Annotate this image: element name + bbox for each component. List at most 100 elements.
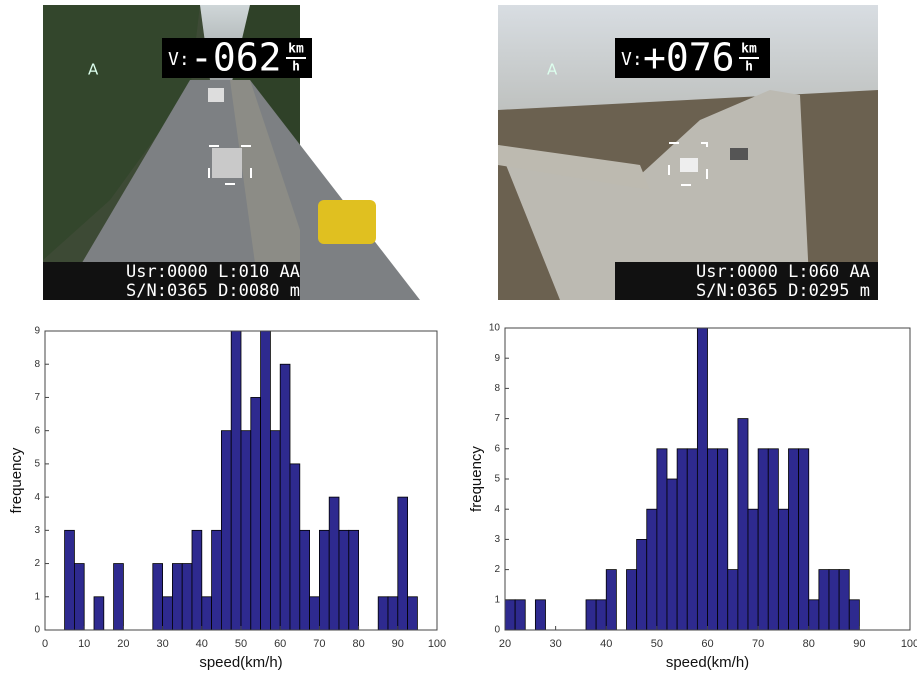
bar (251, 397, 261, 630)
y-tick-label: 5 (34, 459, 40, 470)
x-tick-label: 70 (313, 638, 325, 650)
bar (388, 597, 398, 630)
x-axis-label: speed(km/h) (666, 654, 749, 671)
bar (778, 509, 788, 630)
bar (789, 449, 799, 630)
y-axis-label: frequency (8, 447, 25, 513)
bar (768, 449, 778, 630)
bar (748, 509, 758, 630)
bar (94, 597, 104, 630)
bar (163, 597, 173, 630)
bar (667, 479, 677, 630)
x-tick-label: 50 (235, 638, 247, 650)
status-line: S/N:0365 D:0295 m (696, 281, 870, 301)
bar (677, 449, 687, 630)
y-tick-label: 10 (489, 323, 501, 334)
y-tick-label: 4 (34, 492, 40, 503)
speed-reading: -062 (190, 36, 282, 80)
speed-unit: km (288, 42, 304, 57)
x-tick-label: 100 (901, 638, 917, 650)
x-tick-label: 60 (701, 638, 713, 650)
y-tick-label: 1 (494, 594, 500, 605)
bar (637, 539, 647, 630)
speed-reading: +076 (643, 36, 735, 80)
bar (829, 570, 839, 630)
bar (261, 331, 271, 630)
x-tick-label: 30 (550, 638, 562, 650)
y-tick-label: 0 (494, 625, 500, 636)
bar (819, 570, 829, 630)
y-tick-label: 5 (494, 474, 500, 485)
y-tick-label: 2 (494, 564, 500, 575)
x-axis-label: speed(km/h) (199, 654, 282, 671)
x-tick-label: 80 (352, 638, 364, 650)
bar (657, 449, 667, 630)
x-tick-label: 100 (428, 638, 446, 650)
x-tick-label: 40 (600, 638, 612, 650)
bar (398, 497, 408, 630)
status-line: Usr:0000 L:010 AA (126, 262, 300, 282)
x-tick-label: 20 (499, 638, 511, 650)
x-tick-label: 60 (274, 638, 286, 650)
x-tick-label: 70 (752, 638, 764, 650)
x-tick-label: 90 (392, 638, 404, 650)
bar (738, 419, 748, 630)
bar (809, 600, 819, 630)
bar (758, 449, 768, 630)
bar (535, 600, 545, 630)
bar (231, 331, 241, 630)
bar (221, 431, 231, 630)
bar (728, 570, 738, 630)
y-tick-label: 1 (34, 591, 40, 602)
bar (799, 449, 809, 630)
figure-canvas: V:-062kmhAUsr:0000 L:010 AAS/N:0365 D:00… (0, 0, 917, 678)
speed-unit: km (741, 42, 757, 57)
bar (280, 364, 290, 630)
bar (515, 600, 525, 630)
bar (290, 464, 300, 630)
bar (153, 564, 163, 630)
lane-label: A (547, 61, 558, 79)
bar (212, 530, 222, 630)
y-tick-label: 2 (34, 558, 40, 569)
status-line: S/N:0365 D:0080 m (126, 281, 300, 301)
bar (310, 597, 320, 630)
speed-prefix: V: (168, 49, 190, 70)
bar (65, 530, 75, 630)
bar (319, 530, 329, 630)
speed-unit: h (292, 60, 300, 75)
bar (408, 597, 418, 630)
bar (586, 600, 596, 630)
bar (718, 449, 728, 630)
bar (687, 449, 697, 630)
speed-unit: h (745, 60, 753, 75)
speed-prefix: V: (621, 49, 643, 70)
x-tick-label: 10 (78, 638, 90, 650)
bar (839, 570, 849, 630)
bar (378, 597, 388, 630)
bar (596, 600, 606, 630)
lane-label: A (88, 61, 99, 79)
y-tick-label: 8 (494, 383, 500, 394)
x-tick-label: 20 (117, 638, 129, 650)
y-tick-label: 3 (34, 525, 40, 536)
x-tick-label: 30 (156, 638, 168, 650)
y-tick-label: 0 (34, 625, 40, 636)
status-line: Usr:0000 L:060 AA (696, 262, 870, 282)
bar (849, 600, 859, 630)
bar (74, 564, 84, 630)
bar (192, 530, 202, 630)
y-tick-label: 8 (34, 359, 40, 370)
bar (339, 530, 349, 630)
bar (202, 597, 212, 630)
bar (329, 497, 339, 630)
bar (270, 431, 280, 630)
x-tick-label: 0 (42, 638, 48, 650)
bar (505, 600, 515, 630)
bar (708, 449, 718, 630)
y-tick-label: 7 (494, 413, 500, 424)
bar (606, 570, 616, 630)
bar (647, 509, 657, 630)
x-tick-label: 40 (196, 638, 208, 650)
bar (349, 530, 359, 630)
